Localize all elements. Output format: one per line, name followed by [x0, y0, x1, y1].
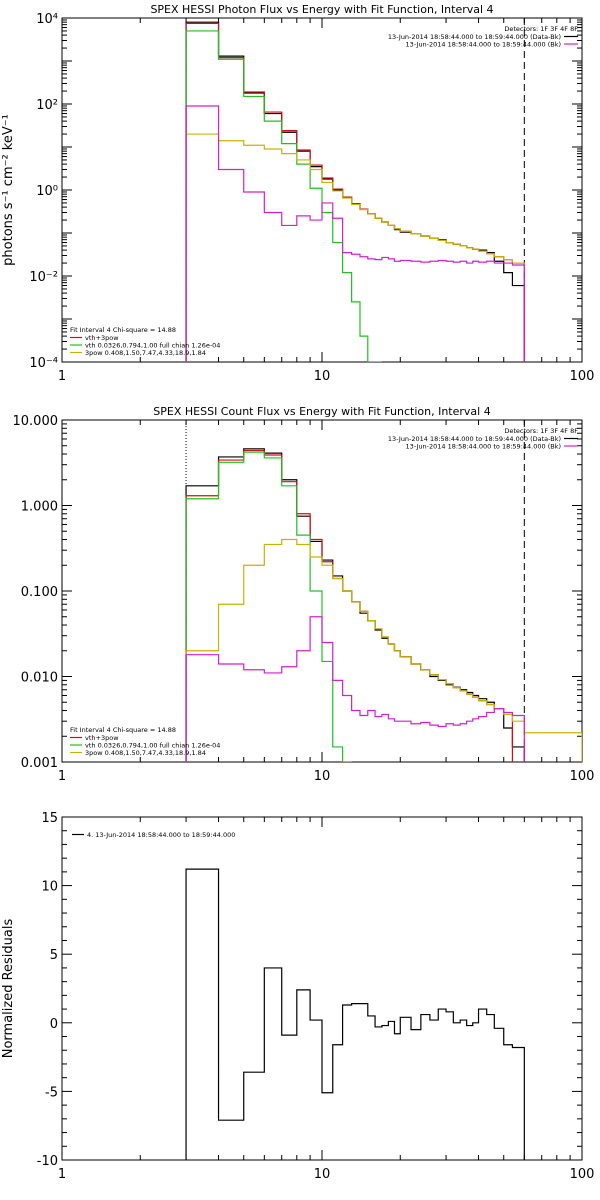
- plot-frame: [61, 816, 583, 1161]
- x-tick-label: 10: [314, 769, 331, 784]
- series-line-vth-3pow: [185, 22, 525, 362]
- legend: Fit Interval 4 Chi-square = 14.88vth+3po…: [70, 326, 220, 357]
- y-tick-label: 0: [50, 1017, 58, 1032]
- legend: 4. 13-Jun-2014 18:58:44.000 to 18:59:44.…: [72, 831, 235, 839]
- legend-label: 13-Jun-2014 18:58:44.000 to 18:59:44.000…: [388, 435, 561, 443]
- y-tick-label: 10⁰: [36, 184, 58, 199]
- y-tick-label: 10²: [36, 98, 58, 113]
- y-tick-label: 10⁻⁴: [29, 356, 58, 371]
- x-tick-label: 1: [58, 1167, 66, 1182]
- series-line-residuals: [185, 868, 525, 1160]
- series-line-data-bk: [185, 21, 525, 362]
- legend-header: Detectors: 1F 3F 4F 8F: [504, 427, 578, 435]
- chart-panel-2: SPEX HESSI Count Flux vs Energy with Fit…: [13, 405, 595, 784]
- legend-label: vth+3pow: [85, 334, 119, 342]
- y-tick-label: 10⁻²: [29, 270, 58, 285]
- y-tick-label: 1.000: [21, 500, 58, 515]
- series-line-vth: [185, 30, 382, 362]
- legend-label: vth 0.0326,0.794,1.00 full chian 1.26e-0…: [85, 742, 220, 750]
- series-line-data-bk: [185, 448, 525, 762]
- chart-title: SPEX HESSI Count Flux vs Energy with Fit…: [153, 405, 490, 418]
- x-tick-label: 1: [58, 369, 66, 384]
- y-axis-label: Normalized Residuals: [1, 919, 16, 1059]
- x-tick-label: 10: [314, 1167, 331, 1182]
- chart-panel-3: 1 10 100 -10 -5 0 5 10 15 Normalized Residuals 4. …: [1, 811, 594, 1182]
- legend-label: 3pow 0.408,1.50,7.47,4.33,18.9,1.84: [85, 349, 206, 357]
- legend-label: 13-Jun-2014 18:58:44.000 to 18:59:44.000…: [388, 33, 561, 41]
- legend-header: Fit Interval 4 Chi-square = 14.88: [70, 726, 176, 734]
- x-tick-label: 1: [58, 769, 66, 784]
- y-tick-label: -10: [37, 1154, 58, 1169]
- legend-label: vth+3pow: [85, 734, 119, 742]
- legend-header: Fit Interval 4 Chi-square = 14.88: [70, 326, 176, 334]
- y-tick-label: 0.010: [21, 671, 58, 686]
- legend-label: vth 0.0326,0.794,1.00 full chian 1.26e-0…: [85, 342, 220, 350]
- y-tick-label: 0.001: [21, 756, 58, 771]
- x-tick-label: 100: [570, 1167, 595, 1182]
- y-tick-label: 10⁴: [36, 12, 58, 27]
- series-line-bk: [185, 616, 525, 762]
- x-tick-label: 100: [570, 769, 595, 784]
- legend-header: Detectors: 1F 3F 4F 8F: [504, 25, 578, 33]
- chart-title: SPEX HESSI Photon Flux vs Energy with Fi…: [150, 3, 493, 16]
- legend-label: 13-Jun-2014 18:58:44.000 to 18:59:44.000…: [406, 41, 561, 49]
- series-line-bk: [185, 105, 525, 362]
- y-axis-label: photons s⁻¹ cm⁻² keV⁻¹: [1, 114, 16, 266]
- legend-label: 4. 13-Jun-2014 18:58:44.000 to 18:59:44.…: [87, 831, 235, 839]
- series-line-3pow: [185, 133, 525, 362]
- legend: Fit Interval 4 Chi-square = 14.88vth+3po…: [70, 726, 220, 757]
- y-tick-label: -5: [45, 1085, 58, 1100]
- chart-panel-1: SPEX HESSI Photon Flux vs Energy with Fi…: [1, 3, 594, 384]
- legend-label: 13-Jun-2014 18:58:44.000 to 18:59:44.000…: [406, 443, 561, 451]
- x-tick-label: 100: [570, 369, 595, 384]
- series-line-3pow: [185, 538, 582, 762]
- y-tick-label: 5: [50, 948, 58, 963]
- series-line-vth: [185, 451, 352, 762]
- x-tick-label: 10: [314, 369, 331, 384]
- y-tick-label: 10: [41, 880, 58, 895]
- legend-label: 3pow 0.408,1.50,7.47,4.33,18.9,1.84: [85, 749, 206, 757]
- series-line-vth-3pow: [185, 449, 514, 762]
- y-tick-label: 10.000: [13, 414, 59, 429]
- y-tick-label: 15: [41, 811, 58, 826]
- y-tick-label: 0.100: [21, 585, 58, 600]
